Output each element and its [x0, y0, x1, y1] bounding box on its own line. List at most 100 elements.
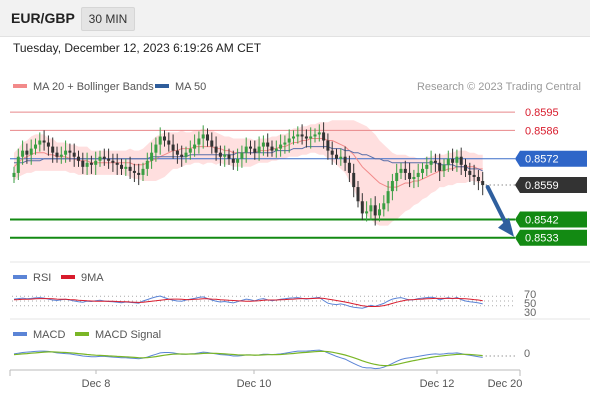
level-target-2-box [515, 229, 587, 246]
forecast-arrow [485, 185, 514, 237]
level-target-1-box [515, 211, 587, 228]
candle-body [51, 146, 55, 153]
macd-legend-swatch [13, 332, 27, 336]
candle-body [89, 162, 93, 165]
candle-body [386, 191, 390, 204]
rsi-legend-swatch [13, 275, 27, 279]
candle-body [128, 166, 132, 171]
candle-body [343, 156, 347, 163]
candle-body [141, 168, 145, 175]
candle-body [98, 156, 102, 161]
datetime-label: Tuesday, December 12, 2023 6:19:26 AM CE… [13, 41, 262, 55]
candle-body [64, 150, 68, 155]
candle-body [210, 140, 214, 147]
candle-body [253, 148, 257, 153]
candle-body [322, 132, 326, 141]
bollinger-band-area [14, 120, 483, 226]
candle-body [347, 162, 351, 173]
candle-body [21, 150, 25, 157]
candle-body [188, 148, 192, 153]
timeframe-button[interactable]: 30 MIN [81, 7, 135, 31]
candle-body [120, 164, 123, 169]
level-resistance-2-label: 0.8595 [525, 107, 559, 119]
candle-body [395, 172, 399, 182]
rsi-ma-legend-swatch [61, 275, 75, 279]
candle-body [175, 150, 179, 155]
candle-body [249, 146, 252, 149]
candle-body [451, 158, 455, 163]
candle-body [25, 150, 29, 155]
rsi-ma-legend-label: 9MA [81, 272, 104, 284]
x-label-dec10: Dec 10 [237, 378, 272, 390]
candle-body [163, 136, 166, 141]
candle-body [365, 211, 369, 214]
candle-body [373, 205, 377, 216]
candle-body [81, 160, 85, 167]
candle-body [223, 154, 227, 157]
credit-text: Research © 2023 Trading Central [417, 81, 581, 93]
candle-body [287, 138, 291, 143]
candle-body [446, 158, 450, 165]
candle-body [472, 174, 476, 177]
candle-body [438, 162, 442, 171]
candle-body [214, 146, 218, 153]
candle-body [270, 146, 274, 151]
candle-body [382, 203, 386, 210]
candle-body [408, 172, 412, 179]
ma50-line [14, 146, 483, 172]
candles [12, 122, 485, 226]
arrow-head [498, 217, 514, 237]
rsi-ma-line [13, 297, 483, 307]
candle-body [244, 146, 248, 153]
candle-body [476, 176, 480, 182]
candle-body [184, 152, 188, 157]
ma20-legend-label: MA 20 + Bollinger Bands [33, 81, 154, 93]
candle-body [55, 152, 59, 157]
candle-body [240, 152, 244, 159]
candle-body [468, 170, 472, 175]
level-pivot-label: 0.8572 [525, 154, 559, 166]
candle-body [292, 136, 295, 139]
candle-body [317, 132, 321, 135]
candle-body [339, 156, 343, 159]
candle-body [12, 172, 16, 177]
candle-body [425, 164, 429, 169]
candle-body [279, 144, 283, 149]
candle-body [227, 154, 231, 159]
candle-body [46, 142, 50, 147]
candle-body [29, 148, 33, 155]
candle-body [180, 154, 184, 157]
candle-body [300, 134, 304, 137]
level-pivot-box [515, 150, 587, 167]
candle-body [352, 172, 356, 188]
candle-body [94, 160, 98, 165]
level-resistance-1-label: 0.8586 [525, 125, 559, 137]
candle-body [107, 158, 111, 161]
macd-legend-label: MACD [33, 329, 65, 341]
candle-body [167, 140, 171, 145]
x-label-dec12: Dec 12 [420, 378, 455, 390]
candle-body [429, 160, 433, 165]
candle-body [442, 164, 446, 171]
rsi-panel [12, 295, 515, 309]
macd-signal-legend-swatch [75, 332, 89, 336]
candle-body [403, 168, 407, 173]
candle-body [59, 154, 63, 157]
candle-body [68, 150, 72, 153]
candle-body [459, 156, 463, 165]
candle-body [218, 152, 222, 157]
candle-body [330, 150, 334, 155]
ma20-legend-swatch [13, 84, 27, 88]
candle-body [274, 148, 278, 151]
candle-body [201, 134, 205, 139]
bollinger-band [14, 120, 483, 226]
level-target-2-label: 0.8533 [525, 233, 559, 245]
current-price-box [515, 177, 587, 194]
candle-body [77, 156, 80, 161]
rsi-legend-label: RSI [33, 272, 51, 284]
candle-body [266, 142, 270, 147]
candle-body [42, 140, 46, 143]
rsi-level-50: 50 [524, 298, 536, 310]
header-bar: EUR/GBP 30 MIN [0, 0, 590, 37]
